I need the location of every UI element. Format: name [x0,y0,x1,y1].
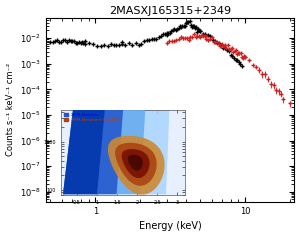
X-axis label: Energy (keV): Energy (keV) [139,221,202,232]
Title: 2MASXJ165315+2349: 2MASXJ165315+2349 [109,5,231,16]
Y-axis label: Counts s⁻¹ keV⁻¹ cm⁻²: Counts s⁻¹ keV⁻¹ cm⁻² [6,63,15,156]
